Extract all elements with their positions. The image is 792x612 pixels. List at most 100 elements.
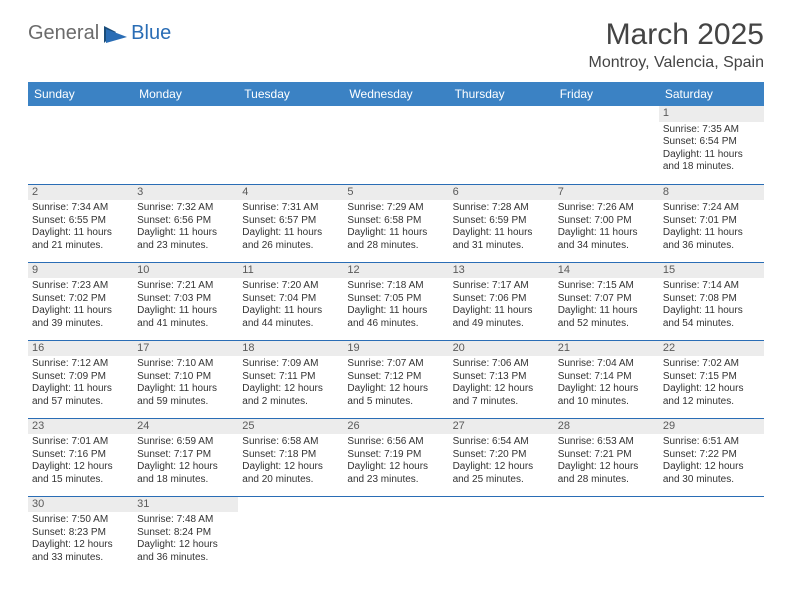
day-number: 15 xyxy=(659,263,764,279)
sunset-text: Sunset: 7:22 PM xyxy=(663,449,760,462)
daylight-text: and 49 minutes. xyxy=(453,318,550,331)
calendar-cell: 8Sunrise: 7:24 AMSunset: 7:01 PMDaylight… xyxy=(659,184,764,262)
daylight-text: and 12 minutes. xyxy=(663,396,760,409)
day-number: 25 xyxy=(238,419,343,435)
weekday-header: Saturday xyxy=(659,82,764,106)
daylight-text: and 25 minutes. xyxy=(453,474,550,487)
daylight-text: and 10 minutes. xyxy=(558,396,655,409)
daylight-text: and 54 minutes. xyxy=(663,318,760,331)
calendar-cell xyxy=(554,496,659,574)
sunset-text: Sunset: 6:59 PM xyxy=(453,215,550,228)
calendar-cell: 30Sunrise: 7:50 AMSunset: 8:23 PMDayligh… xyxy=(28,496,133,574)
daylight-text: Daylight: 12 hours xyxy=(453,383,550,396)
daylight-text: and 52 minutes. xyxy=(558,318,655,331)
sunset-text: Sunset: 7:00 PM xyxy=(558,215,655,228)
daylight-text: Daylight: 11 hours xyxy=(453,227,550,240)
sunset-text: Sunset: 7:01 PM xyxy=(663,215,760,228)
calendar-cell: 20Sunrise: 7:06 AMSunset: 7:13 PMDayligh… xyxy=(449,340,554,418)
sunset-text: Sunset: 7:13 PM xyxy=(453,371,550,384)
daylight-text: Daylight: 11 hours xyxy=(558,305,655,318)
day-number: 11 xyxy=(238,263,343,279)
daylight-text: and 46 minutes. xyxy=(347,318,444,331)
sunset-text: Sunset: 7:04 PM xyxy=(242,293,339,306)
calendar-cell: 6Sunrise: 7:28 AMSunset: 6:59 PMDaylight… xyxy=(449,184,554,262)
daylight-text: and 33 minutes. xyxy=(32,552,129,565)
calendar-cell: 19Sunrise: 7:07 AMSunset: 7:12 PMDayligh… xyxy=(343,340,448,418)
sunrise-text: Sunrise: 7:34 AM xyxy=(32,202,129,215)
sunset-text: Sunset: 7:18 PM xyxy=(242,449,339,462)
day-number: 16 xyxy=(28,341,133,357)
weekday-header: Wednesday xyxy=(343,82,448,106)
day-number: 27 xyxy=(449,419,554,435)
day-number: 22 xyxy=(659,341,764,357)
calendar-cell: 31Sunrise: 7:48 AMSunset: 8:24 PMDayligh… xyxy=(133,496,238,574)
day-number: 9 xyxy=(28,263,133,279)
calendar-cell xyxy=(133,106,238,184)
sunrise-text: Sunrise: 7:07 AM xyxy=(347,358,444,371)
daylight-text: Daylight: 12 hours xyxy=(453,461,550,474)
sunrise-text: Sunrise: 6:56 AM xyxy=(347,436,444,449)
daylight-text: and 39 minutes. xyxy=(32,318,129,331)
day-number: 4 xyxy=(238,185,343,201)
calendar-cell: 25Sunrise: 6:58 AMSunset: 7:18 PMDayligh… xyxy=(238,418,343,496)
sunrise-text: Sunrise: 7:50 AM xyxy=(32,514,129,527)
day-number: 12 xyxy=(343,263,448,279)
sunset-text: Sunset: 7:09 PM xyxy=(32,371,129,384)
calendar-cell xyxy=(343,496,448,574)
day-number: 20 xyxy=(449,341,554,357)
daylight-text: and 34 minutes. xyxy=(558,240,655,253)
calendar-cell: 7Sunrise: 7:26 AMSunset: 7:00 PMDaylight… xyxy=(554,184,659,262)
sunrise-text: Sunrise: 6:58 AM xyxy=(242,436,339,449)
day-number: 7 xyxy=(554,185,659,201)
calendar-cell: 27Sunrise: 6:54 AMSunset: 7:20 PMDayligh… xyxy=(449,418,554,496)
day-number: 13 xyxy=(449,263,554,279)
calendar-cell: 2Sunrise: 7:34 AMSunset: 6:55 PMDaylight… xyxy=(28,184,133,262)
calendar-row: 23Sunrise: 7:01 AMSunset: 7:16 PMDayligh… xyxy=(28,418,764,496)
sunset-text: Sunset: 6:56 PM xyxy=(137,215,234,228)
day-number: 8 xyxy=(659,185,764,201)
daylight-text: Daylight: 12 hours xyxy=(137,539,234,552)
sunrise-text: Sunrise: 7:01 AM xyxy=(32,436,129,449)
calendar-cell xyxy=(238,106,343,184)
daylight-text: Daylight: 11 hours xyxy=(32,227,129,240)
calendar-cell: 17Sunrise: 7:10 AMSunset: 7:10 PMDayligh… xyxy=(133,340,238,418)
calendar-table: Sunday Monday Tuesday Wednesday Thursday… xyxy=(28,82,764,574)
daylight-text: Daylight: 12 hours xyxy=(242,383,339,396)
weekday-header: Sunday xyxy=(28,82,133,106)
sunrise-text: Sunrise: 6:51 AM xyxy=(663,436,760,449)
daylight-text: Daylight: 11 hours xyxy=(137,383,234,396)
daylight-text: and 31 minutes. xyxy=(453,240,550,253)
sunrise-text: Sunrise: 7:15 AM xyxy=(558,280,655,293)
daylight-text: Daylight: 11 hours xyxy=(137,227,234,240)
day-number: 10 xyxy=(133,263,238,279)
daylight-text: Daylight: 11 hours xyxy=(347,227,444,240)
day-number: 2 xyxy=(28,185,133,201)
sunrise-text: Sunrise: 7:48 AM xyxy=(137,514,234,527)
calendar-row: 16Sunrise: 7:12 AMSunset: 7:09 PM Dayligh… xyxy=(28,340,764,418)
sunrise-text: Sunrise: 6:59 AM xyxy=(137,436,234,449)
sunrise-text: Sunrise: 7:12 AM xyxy=(32,358,129,371)
sunrise-text: Sunrise: 7:17 AM xyxy=(453,280,550,293)
calendar-cell: 24Sunrise: 6:59 AMSunset: 7:17 PMDayligh… xyxy=(133,418,238,496)
sunset-text: Sunset: 7:14 PM xyxy=(558,371,655,384)
calendar-cell: 12Sunrise: 7:18 AMSunset: 7:05 PMDayligh… xyxy=(343,262,448,340)
sunrise-text: Sunrise: 7:26 AM xyxy=(558,202,655,215)
day-number: 30 xyxy=(28,497,133,513)
day-number: 23 xyxy=(28,419,133,435)
daylight-text: and 59 minutes. xyxy=(137,396,234,409)
sunrise-text: Sunrise: 7:20 AM xyxy=(242,280,339,293)
daylight-text: Daylight: 11 hours xyxy=(242,305,339,318)
sunset-text: Sunset: 7:11 PM xyxy=(242,371,339,384)
calendar-cell: 16Sunrise: 7:12 AMSunset: 7:09 PMDayligh… xyxy=(28,340,133,418)
day-number: 1 xyxy=(659,106,764,122)
daylight-text: Daylight: 12 hours xyxy=(32,461,129,474)
daylight-text: Daylight: 12 hours xyxy=(558,461,655,474)
daylight-text: Daylight: 12 hours xyxy=(663,383,760,396)
sunrise-text: Sunrise: 6:54 AM xyxy=(453,436,550,449)
sunrise-text: Sunrise: 7:29 AM xyxy=(347,202,444,215)
calendar-row: 9Sunrise: 7:23 AMSunset: 7:02 PMDaylight… xyxy=(28,262,764,340)
daylight-text: and 26 minutes. xyxy=(242,240,339,253)
sunset-text: Sunset: 7:03 PM xyxy=(137,293,234,306)
calendar-cell: 29Sunrise: 6:51 AMSunset: 7:22 PMDayligh… xyxy=(659,418,764,496)
sunrise-text: Sunrise: 7:31 AM xyxy=(242,202,339,215)
